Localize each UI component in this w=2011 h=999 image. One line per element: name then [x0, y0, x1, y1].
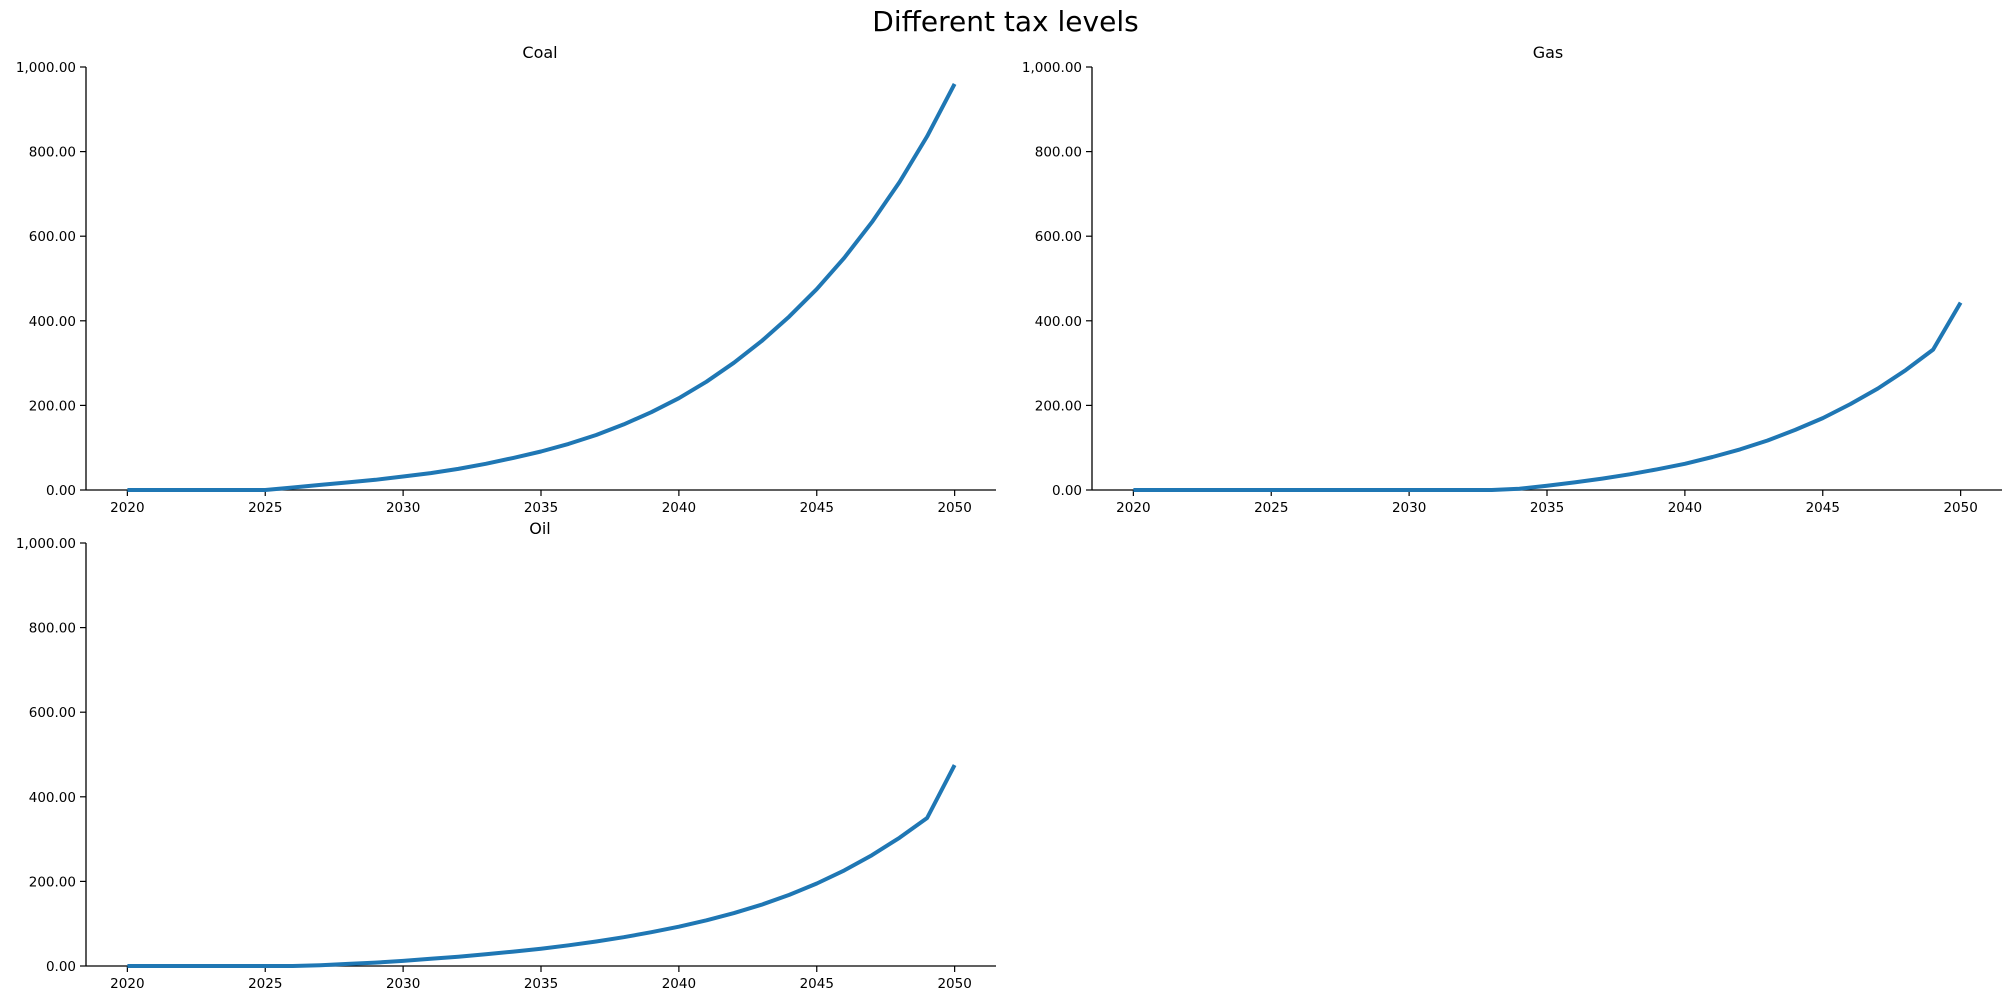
x-tick-label-gas: 2040: [1668, 500, 1702, 516]
x-tick-label-coal: 2050: [937, 500, 971, 516]
x-tick-label-gas: 2020: [1116, 500, 1150, 516]
y-tick-label-coal: 600.00: [29, 229, 76, 245]
y-tick-label-gas: 600.00: [1035, 229, 1082, 245]
y-tick-label-gas: 400.00: [1035, 314, 1082, 330]
y-tick-label-coal: 0.00: [46, 483, 76, 499]
x-tick-label-gas: 2045: [1806, 500, 1840, 516]
y-tick-label-gas: 1,000.00: [1022, 60, 1082, 76]
x-tick-label-oil: 2025: [248, 976, 282, 992]
y-tick-label-coal: 200.00: [29, 398, 76, 414]
x-tick-label-coal: 2030: [386, 500, 420, 516]
x-tick-label-oil: 2050: [937, 976, 971, 992]
y-tick-label-gas: 800.00: [1035, 145, 1082, 161]
plot-area-oil: 0.00 200.00 400.00 600.00 800.00 1,000.00 2020…: [16, 536, 996, 992]
plot-area-coal: 0.00 200.00 400.00 600.00 800.00 1,000.00 2020…: [16, 60, 996, 516]
plot-area-gas: 0.00 200.00 400.00 600.00 800.00 1,000.00 2020…: [1022, 60, 2002, 516]
x-tick-label-oil: 2035: [524, 976, 558, 992]
x-tick-label-gas: 2035: [1530, 500, 1564, 516]
x-tick-label-coal: 2035: [524, 500, 558, 516]
y-tick-label-gas: 0.00: [1052, 483, 1082, 499]
x-tick-label-gas: 2050: [1943, 500, 1977, 516]
y-tick-label-oil: 800.00: [29, 621, 76, 637]
y-tick-label-oil: 200.00: [29, 874, 76, 890]
y-tick-label-oil: 0.00: [46, 959, 76, 975]
y-tick-label-oil: 400.00: [29, 790, 76, 806]
x-tick-label-oil: 2020: [110, 976, 144, 992]
subplot-oil: Oil 0.00 200.00 400.00 600.00 800.00 1,000.00…: [16, 519, 996, 992]
subplot-title-gas: Gas: [1533, 43, 1564, 62]
subplot-coal: Coal 0.00 200.00 400.00 600.00 800.00 1,000.0…: [16, 43, 996, 516]
subplot-title-oil: Oil: [529, 519, 550, 538]
subplot-gas: Gas 0.00 200.00 400.00 600.00 800.00 1,000.00…: [1022, 43, 2002, 516]
y-tick-label-coal: 1,000.00: [16, 60, 76, 76]
x-tick-label-coal: 2020: [110, 500, 144, 516]
y-tick-label-coal: 400.00: [29, 314, 76, 330]
y-tick-label-gas: 200.00: [1035, 398, 1082, 414]
x-tick-label-coal: 2040: [662, 500, 696, 516]
subplot-title-coal: Coal: [522, 43, 557, 62]
figure-title: Different tax levels: [872, 5, 1138, 38]
y-tick-label-oil: 600.00: [29, 705, 76, 721]
series-line-oil: [127, 764, 957, 968]
y-tick-label-coal: 800.00: [29, 145, 76, 161]
x-tick-label-gas: 2025: [1254, 500, 1288, 516]
x-tick-label-gas: 2030: [1392, 500, 1426, 516]
x-tick-label-coal: 2045: [800, 500, 834, 516]
x-tick-label-oil: 2040: [662, 976, 696, 992]
y-tick-label-oil: 1,000.00: [16, 536, 76, 552]
x-tick-label-coal: 2025: [248, 500, 282, 516]
series-line-coal: [127, 82, 957, 492]
series-line-gas: [1133, 301, 1963, 492]
x-tick-label-oil: 2030: [386, 976, 420, 992]
x-tick-label-oil: 2045: [800, 976, 834, 992]
